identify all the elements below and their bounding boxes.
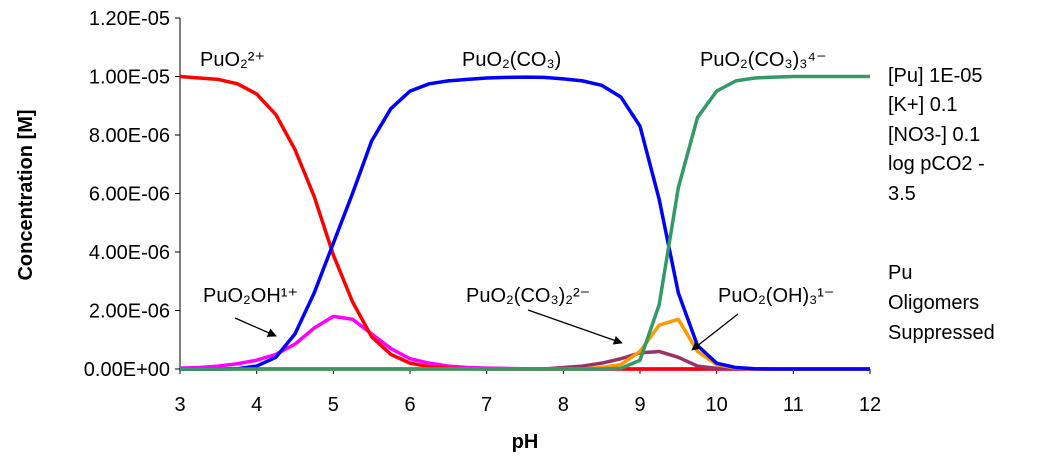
series-label: PuO₂²⁺	[200, 49, 265, 71]
series-label: PuO₂(CO₃)₂²⁻	[466, 285, 590, 307]
side-note: log pCO2 -	[888, 153, 985, 175]
side-note: [K+] 0.1	[888, 94, 958, 116]
y-tick-label: 1.00E-05	[89, 67, 170, 89]
x-tick-label: 6	[404, 394, 415, 416]
side-note: [NO3-] 0.1	[888, 124, 980, 146]
y-tick-label: 0.00E+00	[84, 359, 170, 381]
y-tick-label: 1.20E-05	[89, 8, 170, 30]
x-tick-label: 4	[251, 394, 262, 416]
x-tick-label: 11	[783, 394, 804, 416]
series-label: PuO₂OH¹⁺	[203, 285, 298, 307]
series-line	[180, 349, 870, 371]
arrow	[234, 317, 277, 337]
x-tick-label: 5	[328, 394, 339, 416]
x-tick-label: 12	[859, 394, 881, 416]
side-note: Pu	[888, 262, 912, 284]
x-tick-label: 10	[706, 394, 728, 416]
y-tick-label: 6.00E-06	[89, 184, 170, 206]
x-tick-label: 3	[174, 394, 185, 416]
y-tick-label: 8.00E-06	[89, 125, 170, 147]
side-note: Oligomers	[888, 292, 979, 314]
y-tick-label: 2.00E-06	[89, 301, 170, 323]
y-tick-label: 4.00E-06	[89, 242, 170, 264]
x-tick-label: 8	[558, 394, 569, 416]
side-note: 3.5	[888, 183, 916, 205]
x-tick-label: 7	[481, 394, 492, 416]
side-note: [Pu] 1E-05	[888, 65, 983, 87]
x-axis-title: pH	[512, 431, 539, 453]
series-line	[180, 317, 870, 371]
series-line	[179, 74, 870, 371]
x-tick-label: 9	[634, 394, 645, 416]
series-line	[180, 74, 870, 371]
series-label: PuO₂(OH)₃¹⁻	[718, 285, 834, 307]
series-label: PuO₂(CO₃)₃⁴⁻	[700, 49, 827, 71]
side-note: Suppressed	[888, 322, 995, 344]
arrow	[691, 313, 739, 351]
y-axis-title: Concentration [M]	[15, 109, 37, 280]
series-line	[179, 314, 870, 371]
series-line	[180, 75, 870, 371]
arrow	[527, 309, 623, 345]
series-label: PuO₂(CO₃)	[462, 49, 561, 71]
